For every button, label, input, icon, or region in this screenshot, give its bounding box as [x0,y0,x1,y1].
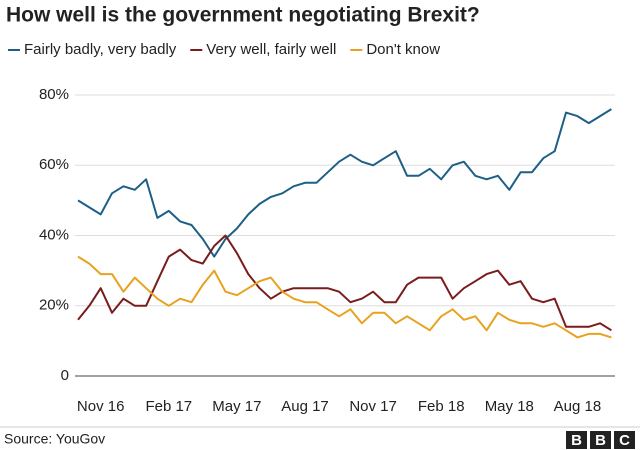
x-tick-label: Aug 18 [554,398,602,415]
logo-box [614,431,635,449]
logo-letter: B [571,432,582,449]
y-tick-label: 60% [39,156,69,173]
x-tick-label: Aug 17 [281,398,329,415]
chart-title: How well is the government negotiating B… [6,4,480,27]
x-tick-label: May 18 [485,398,534,415]
series-line [77,255,612,339]
logo-box [566,431,587,449]
y-tick-label: 0 [61,367,69,384]
y-tick-label: 80% [39,86,69,103]
legend-label: Don't know [366,41,440,58]
x-tick-label: Feb 18 [418,398,465,415]
x-tick-label: Nov 16 [77,398,125,415]
source: Source: YouGov [4,431,105,447]
x-tick-label: May 17 [212,398,261,415]
logo-box [590,431,611,449]
series-line [77,234,612,332]
legend-label: Fairly badly, very badly [24,41,177,58]
series-line [77,108,612,258]
x-tick-label: Nov 17 [349,398,397,415]
legend-label: Very well, fairly well [206,41,336,58]
logo-letter: C [619,432,630,449]
y-tick-label: 40% [39,226,69,243]
x-tick-label: Feb 17 [145,398,192,415]
y-tick-label: 20% [39,297,69,314]
logo-letter: B [595,432,606,449]
